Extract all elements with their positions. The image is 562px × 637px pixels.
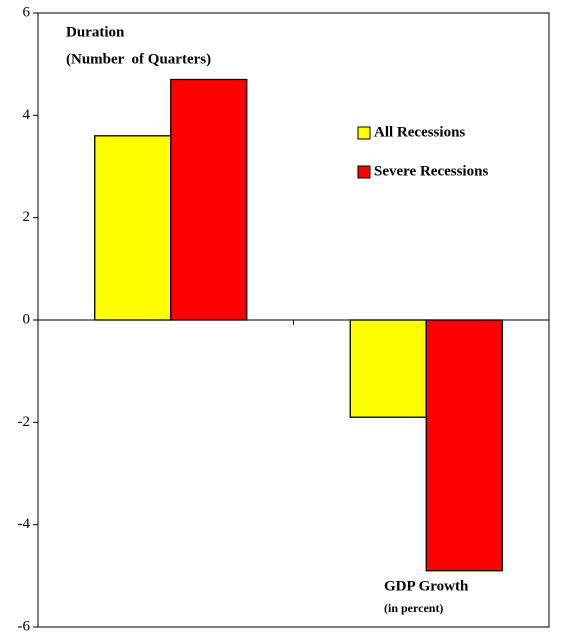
y-tick-label: 0 bbox=[23, 311, 31, 327]
y-tick-label: -4 bbox=[18, 516, 31, 532]
annotation: Duration bbox=[66, 24, 125, 40]
annotation: (Number of Quarters) bbox=[66, 51, 211, 67]
y-tick-label: 2 bbox=[23, 209, 31, 225]
bar bbox=[349, 319, 427, 418]
legend-label: Severe Recessions bbox=[374, 163, 488, 179]
annotation: (in percent) bbox=[384, 601, 443, 615]
legend-swatch bbox=[357, 165, 371, 179]
bar bbox=[94, 135, 172, 321]
y-tick-label: 6 bbox=[23, 4, 31, 20]
y-tick-label: -6 bbox=[18, 618, 31, 634]
annotation: GDP Growth bbox=[384, 578, 469, 594]
legend-label: All Recessions bbox=[374, 124, 465, 140]
bar bbox=[170, 78, 248, 321]
y-tick-label: -2 bbox=[18, 414, 31, 430]
y-tick-label: 4 bbox=[23, 107, 31, 123]
legend-swatch bbox=[357, 126, 371, 140]
bar bbox=[425, 319, 503, 572]
